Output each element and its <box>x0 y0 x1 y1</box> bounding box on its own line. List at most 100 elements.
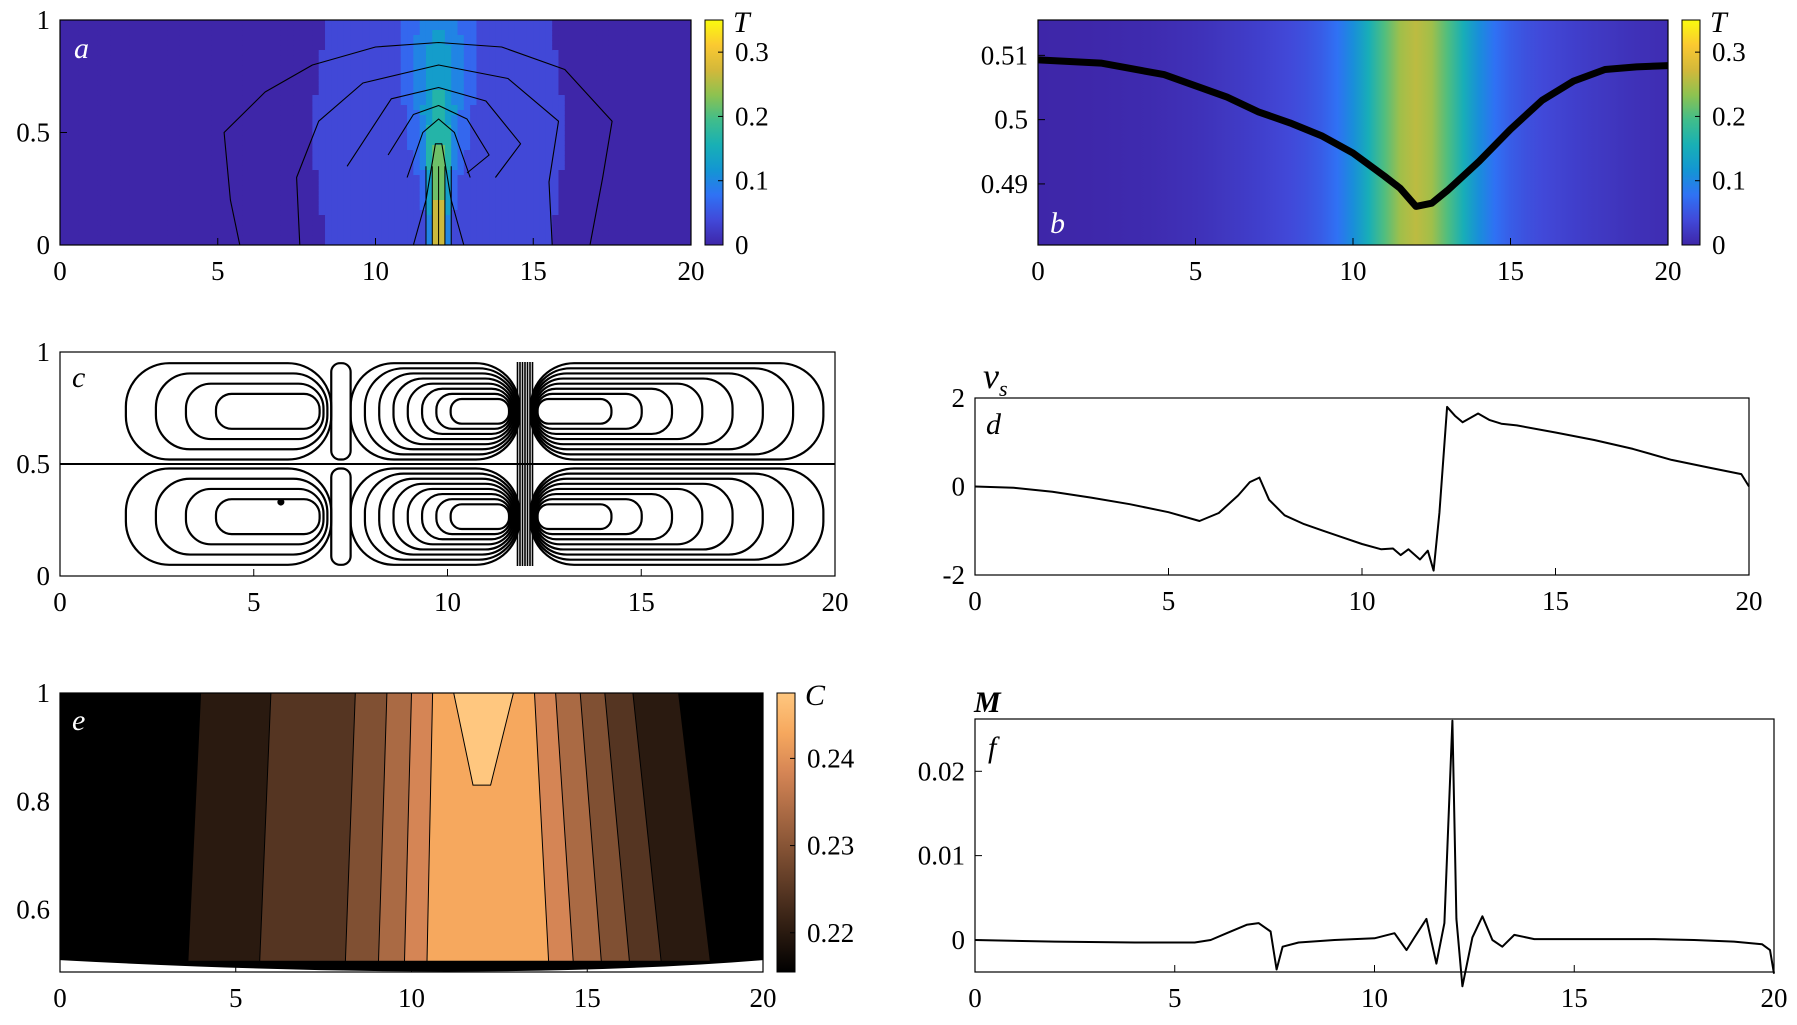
temperature-cell <box>476 20 484 26</box>
temperature-cell <box>160 125 168 131</box>
temperature-cell <box>198 170 206 176</box>
temperature-cell <box>160 20 168 26</box>
temperature-cell <box>173 170 181 176</box>
temperature-cell <box>325 235 332 241</box>
temperature-cell <box>293 155 301 161</box>
temperature-cell <box>192 215 200 221</box>
temperature-cell <box>520 40 528 46</box>
temperature-cell <box>457 35 465 41</box>
temperature-cell <box>526 185 534 191</box>
temperature-cell <box>627 40 635 46</box>
temperature-cell <box>388 235 396 241</box>
temperature-cell <box>179 170 187 176</box>
temperature-cell <box>394 225 402 231</box>
temperature-cell <box>451 85 459 91</box>
temperature-cell <box>621 65 629 71</box>
streamline <box>531 372 764 451</box>
temperature-cell <box>545 75 553 81</box>
temperature-cell <box>489 50 496 56</box>
temperature-cell <box>135 35 143 41</box>
temperature-cell <box>545 85 553 91</box>
temperature-cell <box>205 135 213 141</box>
temperature-cell <box>419 45 427 51</box>
temperature-cell <box>116 220 124 226</box>
temperature-cell <box>678 120 686 126</box>
temperature-cell <box>331 160 339 166</box>
temperature-cell <box>394 175 402 181</box>
temperature-cell <box>634 35 642 41</box>
temperature-cell <box>299 185 307 191</box>
temperature-cell <box>160 135 168 141</box>
temperature-cell <box>640 200 648 206</box>
temperature-cell <box>508 240 515 245</box>
temperature-cell <box>596 80 604 86</box>
temperature-cell <box>287 135 295 141</box>
temperature-cell <box>97 230 105 236</box>
temperature-cell <box>249 40 257 46</box>
temperature-cell <box>432 210 440 216</box>
temperature-cell <box>381 30 389 36</box>
temperature-cell <box>299 220 307 226</box>
temperature-cell <box>425 180 433 186</box>
temperature-cell <box>325 195 332 201</box>
temperature-cell <box>375 135 383 141</box>
temperature-cell <box>590 195 597 201</box>
temperature-cell <box>154 75 162 81</box>
temperature-cell <box>337 20 345 26</box>
temperature-cell <box>659 165 667 171</box>
temperature-cell <box>110 20 118 26</box>
temperature-cell <box>590 120 597 126</box>
temperature-cell <box>142 25 149 31</box>
temperature-cell <box>299 135 307 141</box>
temperature-cell <box>362 75 370 81</box>
temperature-cell <box>659 20 667 26</box>
temperature-cell <box>97 30 105 36</box>
stagnation-point <box>277 498 285 506</box>
temperature-cell <box>659 125 667 131</box>
temperature-cell <box>318 45 326 51</box>
temperature-cell <box>583 230 591 236</box>
temperature-cell <box>381 80 389 86</box>
temperature-cell <box>343 60 351 66</box>
temperature-cell <box>558 150 566 156</box>
temperature-cell <box>425 190 433 196</box>
temperature-cell <box>413 30 421 36</box>
temperature-cell <box>331 195 339 201</box>
temperature-cell <box>400 180 408 186</box>
temperature-cell <box>621 185 629 191</box>
temperature-cell <box>343 25 351 31</box>
temperature-cell <box>634 125 642 131</box>
temperature-cell <box>179 180 187 186</box>
temperature-cell <box>583 75 591 81</box>
temperature-cell <box>306 150 313 156</box>
temperature-cell <box>640 215 648 221</box>
temperature-cell <box>438 90 446 96</box>
temperature-cell <box>142 135 149 141</box>
temperature-cell <box>198 200 206 206</box>
temperature-cell <box>148 220 156 226</box>
temperature-cell <box>552 25 560 31</box>
temperature-cell <box>167 85 175 91</box>
temperature-cell <box>678 95 686 101</box>
temperature-cell <box>470 220 478 226</box>
temperature-cell <box>249 65 257 71</box>
temperature-cell <box>217 60 225 66</box>
streamline <box>536 503 613 531</box>
temperature-cell <box>325 100 332 106</box>
temperature-cell <box>255 40 263 46</box>
temperature-cell <box>91 200 99 206</box>
temperature-cell <box>684 60 691 66</box>
temperature-cell <box>192 35 200 41</box>
temperature-cell <box>388 30 396 36</box>
temperature-cell <box>255 85 263 91</box>
temperature-cell <box>608 130 616 136</box>
temperature-cell <box>331 55 339 61</box>
temperature-cell <box>325 185 332 191</box>
temperature-cell <box>356 240 364 245</box>
temperature-cell <box>142 65 149 71</box>
temperature-cell <box>520 80 528 86</box>
panel-label-e: e <box>72 704 85 737</box>
temperature-cell <box>495 210 503 216</box>
temperature-cell <box>287 175 295 181</box>
temperature-cell <box>539 160 547 166</box>
